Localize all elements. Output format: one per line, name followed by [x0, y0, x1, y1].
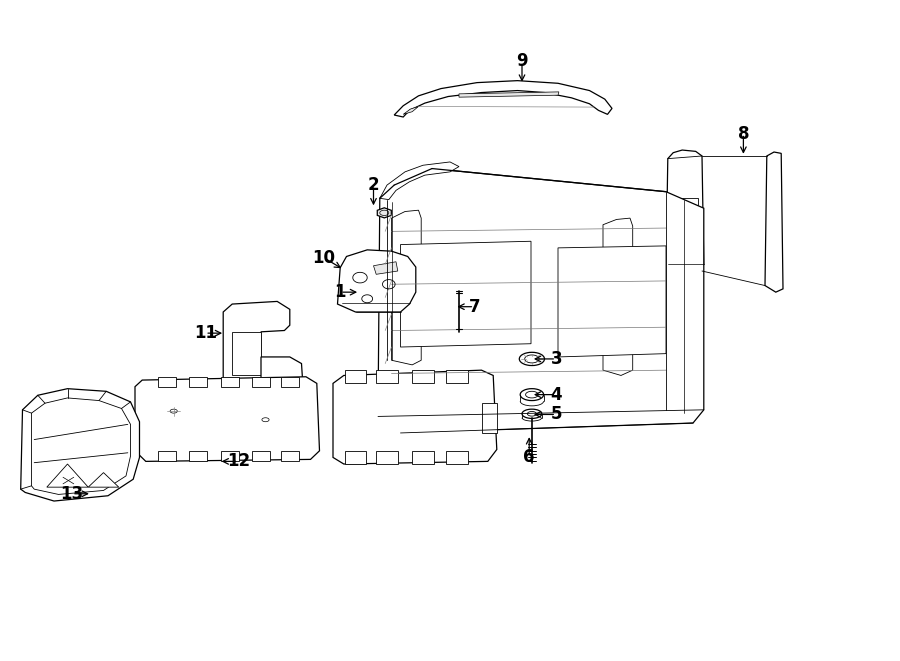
Text: 1: 1: [335, 283, 346, 301]
Polygon shape: [189, 451, 207, 461]
Text: 7: 7: [469, 297, 480, 316]
Polygon shape: [765, 152, 783, 292]
Text: 10: 10: [312, 249, 336, 267]
Polygon shape: [47, 464, 88, 487]
Polygon shape: [21, 389, 140, 501]
Polygon shape: [158, 377, 176, 387]
Text: 6: 6: [524, 448, 535, 467]
Polygon shape: [252, 451, 270, 461]
Text: 8: 8: [738, 124, 749, 143]
Polygon shape: [220, 377, 238, 387]
Polygon shape: [158, 451, 176, 461]
Polygon shape: [223, 301, 290, 390]
Polygon shape: [394, 81, 612, 117]
Polygon shape: [377, 208, 392, 218]
Polygon shape: [400, 241, 531, 347]
Text: 11: 11: [194, 324, 217, 342]
Polygon shape: [281, 377, 299, 387]
Text: 4: 4: [551, 385, 562, 404]
Polygon shape: [32, 398, 130, 494]
Polygon shape: [281, 451, 299, 461]
Polygon shape: [88, 473, 119, 487]
Polygon shape: [603, 218, 633, 375]
Polygon shape: [376, 370, 398, 383]
Polygon shape: [189, 377, 207, 387]
Polygon shape: [459, 92, 559, 97]
Polygon shape: [374, 262, 398, 274]
Polygon shape: [135, 377, 320, 461]
Polygon shape: [446, 451, 468, 464]
Polygon shape: [446, 370, 468, 383]
Text: 5: 5: [551, 405, 562, 424]
Polygon shape: [232, 332, 261, 375]
Polygon shape: [666, 150, 704, 275]
Polygon shape: [392, 210, 421, 365]
Polygon shape: [482, 403, 497, 433]
Polygon shape: [266, 383, 297, 430]
Polygon shape: [220, 451, 238, 461]
Polygon shape: [345, 451, 366, 464]
Polygon shape: [261, 357, 306, 449]
Text: 3: 3: [551, 350, 562, 368]
Polygon shape: [403, 106, 418, 114]
Text: 13: 13: [60, 485, 84, 503]
Text: 12: 12: [227, 452, 250, 471]
Polygon shape: [252, 377, 270, 387]
Polygon shape: [673, 198, 698, 225]
Polygon shape: [333, 370, 497, 464]
Polygon shape: [338, 250, 416, 312]
Polygon shape: [412, 451, 434, 464]
Polygon shape: [558, 246, 666, 357]
Polygon shape: [380, 162, 459, 200]
Text: 9: 9: [517, 52, 527, 71]
Polygon shape: [376, 451, 398, 464]
Text: 2: 2: [368, 176, 379, 194]
Polygon shape: [405, 375, 477, 410]
Polygon shape: [675, 205, 696, 218]
Polygon shape: [345, 370, 366, 383]
Polygon shape: [378, 169, 704, 433]
Polygon shape: [412, 370, 434, 383]
